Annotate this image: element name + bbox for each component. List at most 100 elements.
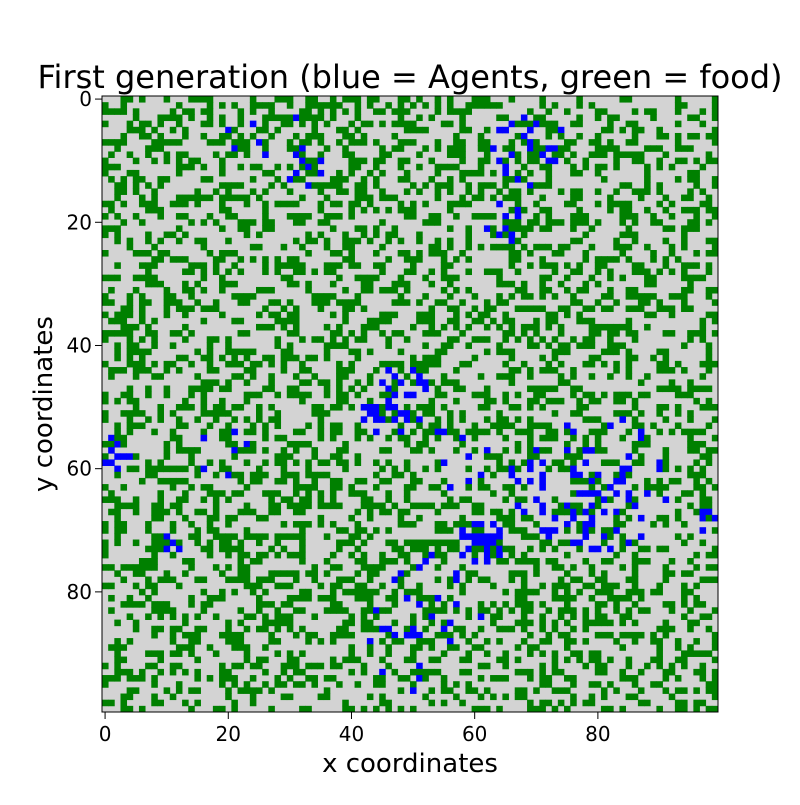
food-cell (200, 601, 208, 608)
food-cell (157, 410, 164, 417)
food-cell (311, 237, 318, 245)
food-cell (502, 588, 509, 596)
food-cell (373, 108, 380, 115)
food-cell (360, 286, 368, 294)
food-cell (280, 447, 288, 454)
food-cell (422, 317, 429, 325)
food-cell (705, 132, 713, 140)
food-cell (225, 521, 232, 528)
food-cell (434, 108, 442, 115)
food-cell (576, 311, 583, 319)
food-cell (299, 625, 306, 633)
food-cell (520, 533, 528, 540)
food-cell (163, 601, 171, 608)
agent-cell (551, 514, 559, 522)
food-cell (600, 293, 608, 300)
food-cell (428, 422, 436, 430)
food-cell (114, 317, 121, 325)
food-cell (274, 163, 282, 171)
food-cell (705, 576, 713, 584)
food-cell (607, 373, 614, 380)
food-cell (194, 508, 201, 516)
food-cell (102, 527, 109, 534)
food-cell (323, 194, 331, 202)
food-cell (502, 650, 509, 657)
food-cell (219, 163, 226, 171)
food-cell (410, 120, 417, 128)
food-cell (631, 422, 639, 430)
food-cell (705, 342, 713, 349)
food-cell (274, 539, 282, 547)
food-cell (527, 336, 534, 343)
food-cell (699, 668, 707, 676)
food-cell (502, 601, 509, 608)
agent-cell (588, 502, 596, 510)
food-cell (520, 613, 528, 620)
food-cell (631, 330, 639, 337)
food-cell (416, 404, 423, 411)
food-cell (576, 410, 583, 417)
food-cell (262, 114, 269, 122)
food-cell (366, 397, 374, 405)
food-cell (200, 120, 208, 128)
food-cell (564, 607, 571, 614)
food-cell (446, 188, 454, 195)
food-cell (219, 286, 226, 294)
food-cell (514, 428, 522, 436)
food-cell (403, 656, 411, 664)
food-cell (206, 484, 214, 491)
food-cell (600, 391, 608, 399)
food-cell (496, 459, 503, 466)
food-cell (687, 330, 694, 337)
agent-cell (490, 145, 497, 152)
food-cell (711, 638, 719, 645)
food-cell (446, 594, 454, 602)
food-cell (225, 533, 232, 540)
food-cell (169, 662, 177, 670)
food-cell (545, 163, 553, 171)
food-cell (465, 360, 472, 368)
food-cell (262, 644, 269, 651)
food-cell (459, 385, 466, 393)
food-cell (693, 169, 700, 177)
food-cell (317, 305, 325, 312)
food-cell (533, 533, 540, 540)
food-cell (644, 607, 651, 614)
food-cell (496, 465, 503, 473)
food-cell (403, 521, 411, 528)
food-cell (108, 225, 115, 232)
food-cell (539, 613, 546, 620)
food-cell (416, 447, 423, 454)
agent-cell (440, 625, 448, 633)
food-cell (379, 693, 386, 701)
food-cell (305, 490, 312, 497)
food-cell (446, 274, 454, 282)
food-cell (699, 404, 707, 411)
food-cell (286, 200, 294, 208)
food-cell (292, 305, 300, 312)
food-cell (453, 539, 460, 547)
food-cell (440, 681, 448, 688)
food-cell (453, 323, 460, 331)
food-cell (360, 619, 368, 627)
food-cell (496, 102, 503, 109)
food-cell (446, 200, 454, 208)
food-cell (440, 391, 448, 399)
food-cell (348, 330, 355, 337)
food-cell (323, 299, 331, 306)
food-cell (477, 336, 485, 343)
food-cell (693, 699, 700, 707)
food-cell (292, 311, 300, 319)
food-cell (570, 213, 577, 220)
food-cell (693, 459, 700, 466)
food-cell (631, 416, 639, 423)
food-cell (145, 465, 152, 473)
food-cell (360, 280, 368, 288)
food-cell (354, 336, 362, 343)
food-cell (219, 668, 226, 676)
food-cell (508, 225, 516, 232)
food-cell (311, 453, 318, 460)
food-cell (114, 527, 121, 534)
food-cell (126, 397, 134, 405)
food-cell (200, 391, 208, 399)
